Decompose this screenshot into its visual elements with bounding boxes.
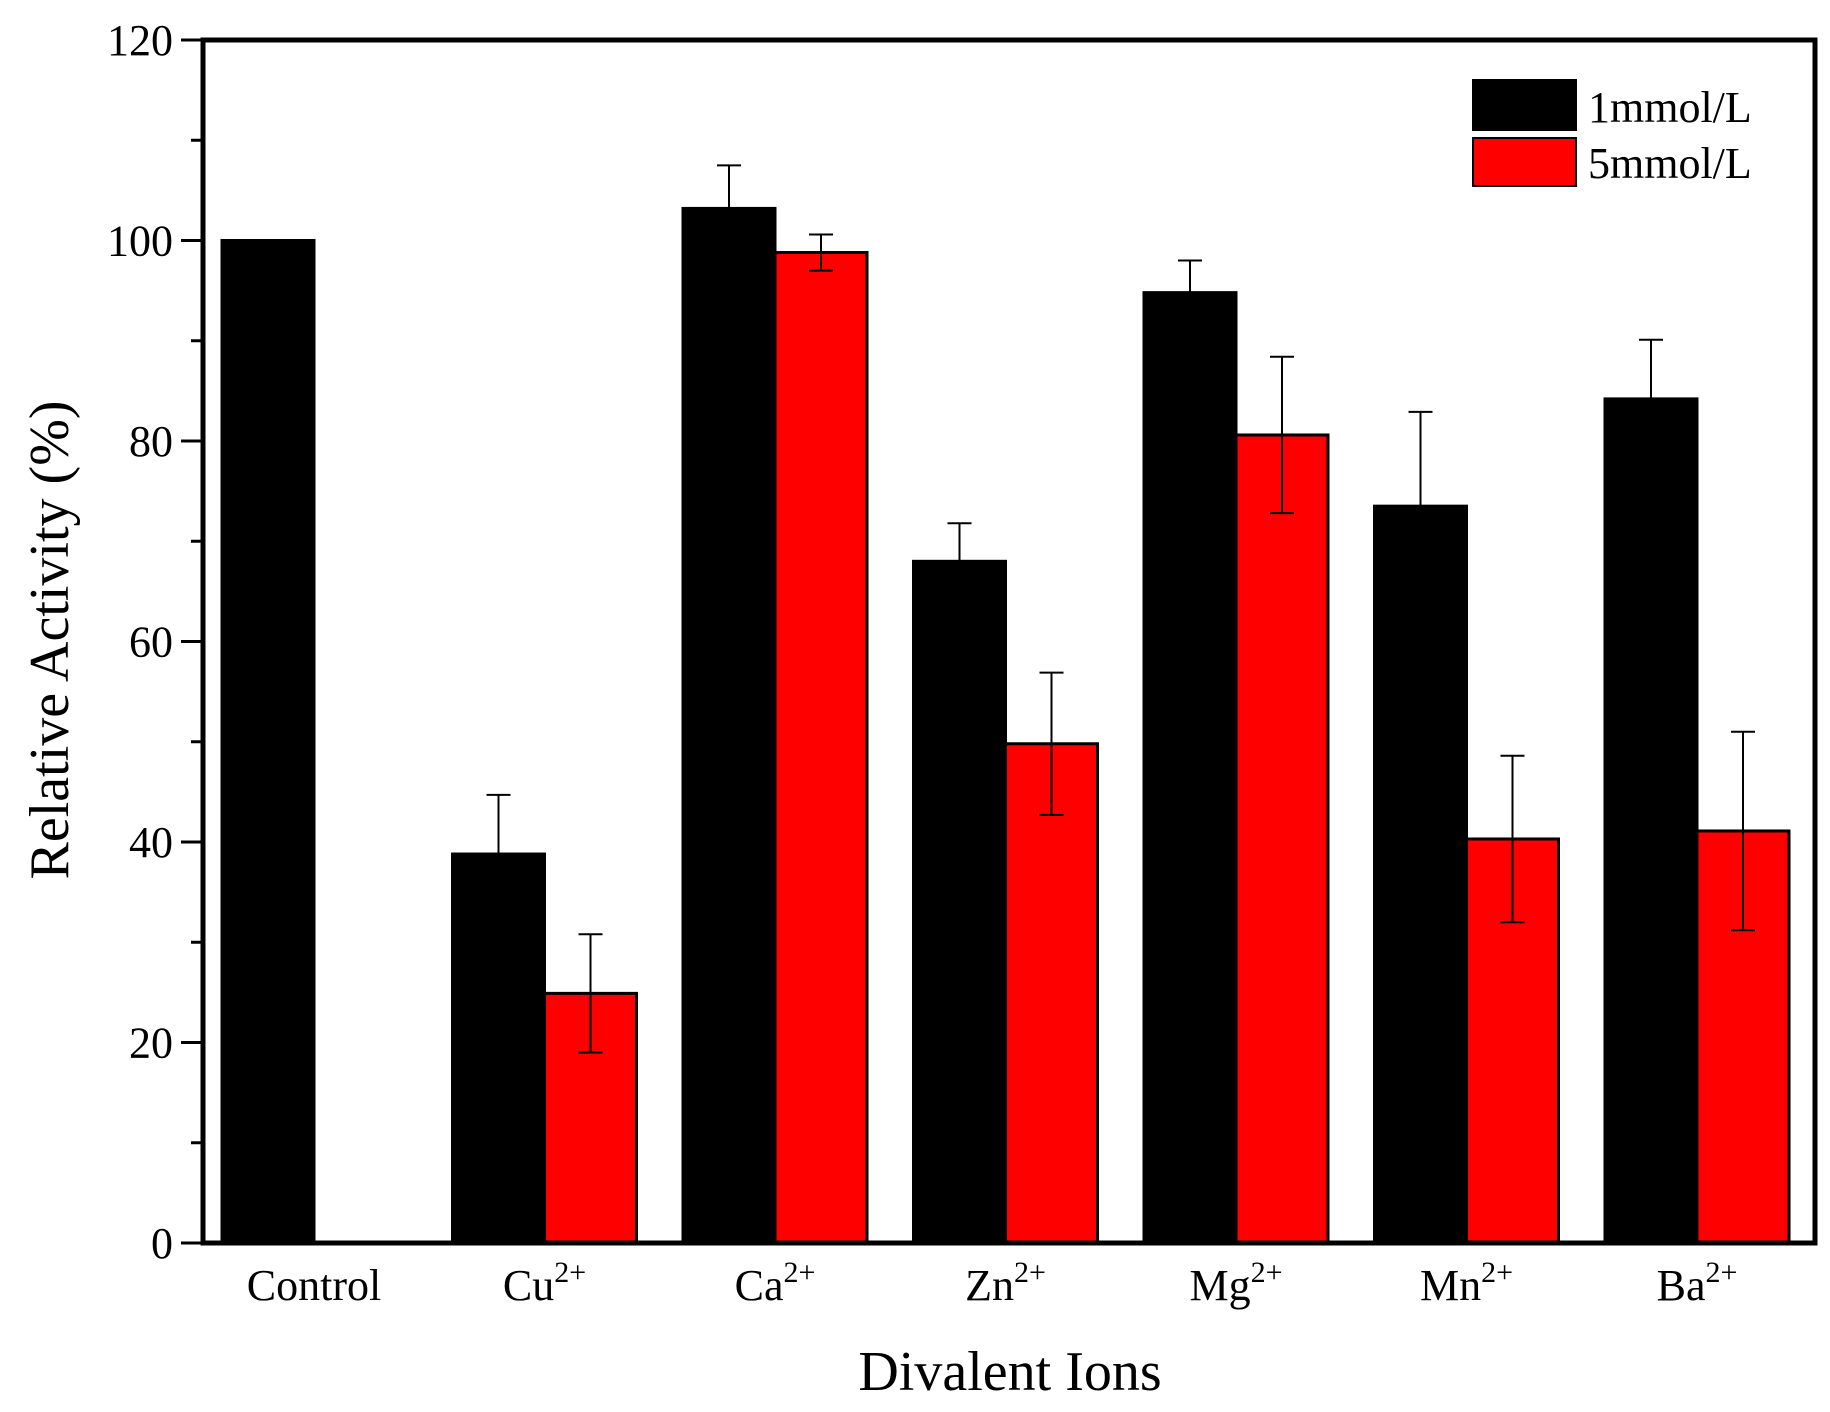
error-bar-1mmol-cu [486, 793, 511, 915]
error-bar-1mmol-ca [717, 164, 741, 253]
bar-1mmol-zn [912, 559, 1007, 1245]
x-tick-label-ba: Ba2+ [1657, 1256, 1738, 1310]
y-tick-label: 0 [151, 1219, 173, 1268]
y-tick-label: 20 [129, 1019, 173, 1068]
error-bars-layer [486, 164, 1755, 1054]
y-tick-label: 60 [129, 618, 173, 667]
bar-1mmol-control [220, 239, 316, 1245]
x-axis: Control Cu2+ Ca2+ Zn2+ Mg2+ Mn2+ Ba2+ [247, 1256, 1738, 1310]
error-bar-5mmol-mn [1500, 754, 1525, 924]
bar-1mmol-cu [451, 852, 546, 1245]
bar-1mmol-ba [1603, 397, 1699, 1245]
bar-1mmol-mn [1373, 504, 1468, 1245]
x-tick-label-zn: Zn2+ [965, 1256, 1046, 1310]
y-axis-title: Relative Activity (%) [19, 401, 81, 880]
error-bar-1mmol-zn [947, 522, 972, 601]
error-bar-5mmol-cu [578, 933, 603, 1054]
legend-swatch-1mmol [1472, 79, 1577, 131]
y-tick-label: 40 [129, 818, 173, 867]
error-bar-5mmol-ba [1731, 730, 1755, 932]
legend-label-1mmol: 1mmol/L [1588, 83, 1752, 132]
x-tick-label-ca: Ca2+ [735, 1256, 816, 1310]
y-tick-label: 120 [107, 16, 173, 65]
error-bar-1mmol-mg [1178, 259, 1202, 326]
legend-swatch-5mmol [1472, 137, 1577, 187]
y-axis: 0 20 40 60 80 100 120 [107, 16, 203, 1268]
error-bar-1mmol-mn [1408, 410, 1433, 602]
error-bar-5mmol-mg [1270, 355, 1294, 515]
error-bar-5mmol-zn [1039, 671, 1064, 816]
bars-layer [220, 206, 1791, 1245]
y-tick-label: 100 [107, 217, 173, 266]
error-bar-1mmol-ba [1639, 338, 1663, 460]
x-tick-label-cu: Cu2+ [503, 1256, 586, 1310]
y-tick-label: 80 [129, 417, 173, 466]
bar-5mmol-zn [1004, 742, 1099, 1245]
x-axis-title: Divalent Ions [858, 1341, 1161, 1403]
bar-5mmol-mg [1234, 433, 1330, 1245]
bar-1mmol-mg [1142, 291, 1238, 1245]
legend: 1mmol/L 5mmol/L [1472, 79, 1752, 188]
legend-label-5mmol: 5mmol/L [1588, 139, 1752, 188]
x-tick-label-mg: Mg2+ [1189, 1256, 1282, 1310]
bar-1mmol-ca [681, 206, 777, 1245]
bar-5mmol-ba [1695, 829, 1791, 1245]
x-tick-label-control: Control [247, 1261, 381, 1310]
x-tick-label-mn: Mn2+ [1420, 1256, 1513, 1310]
bar-5mmol-ca [773, 251, 869, 1245]
error-bar-5mmol-ca [809, 233, 833, 272]
